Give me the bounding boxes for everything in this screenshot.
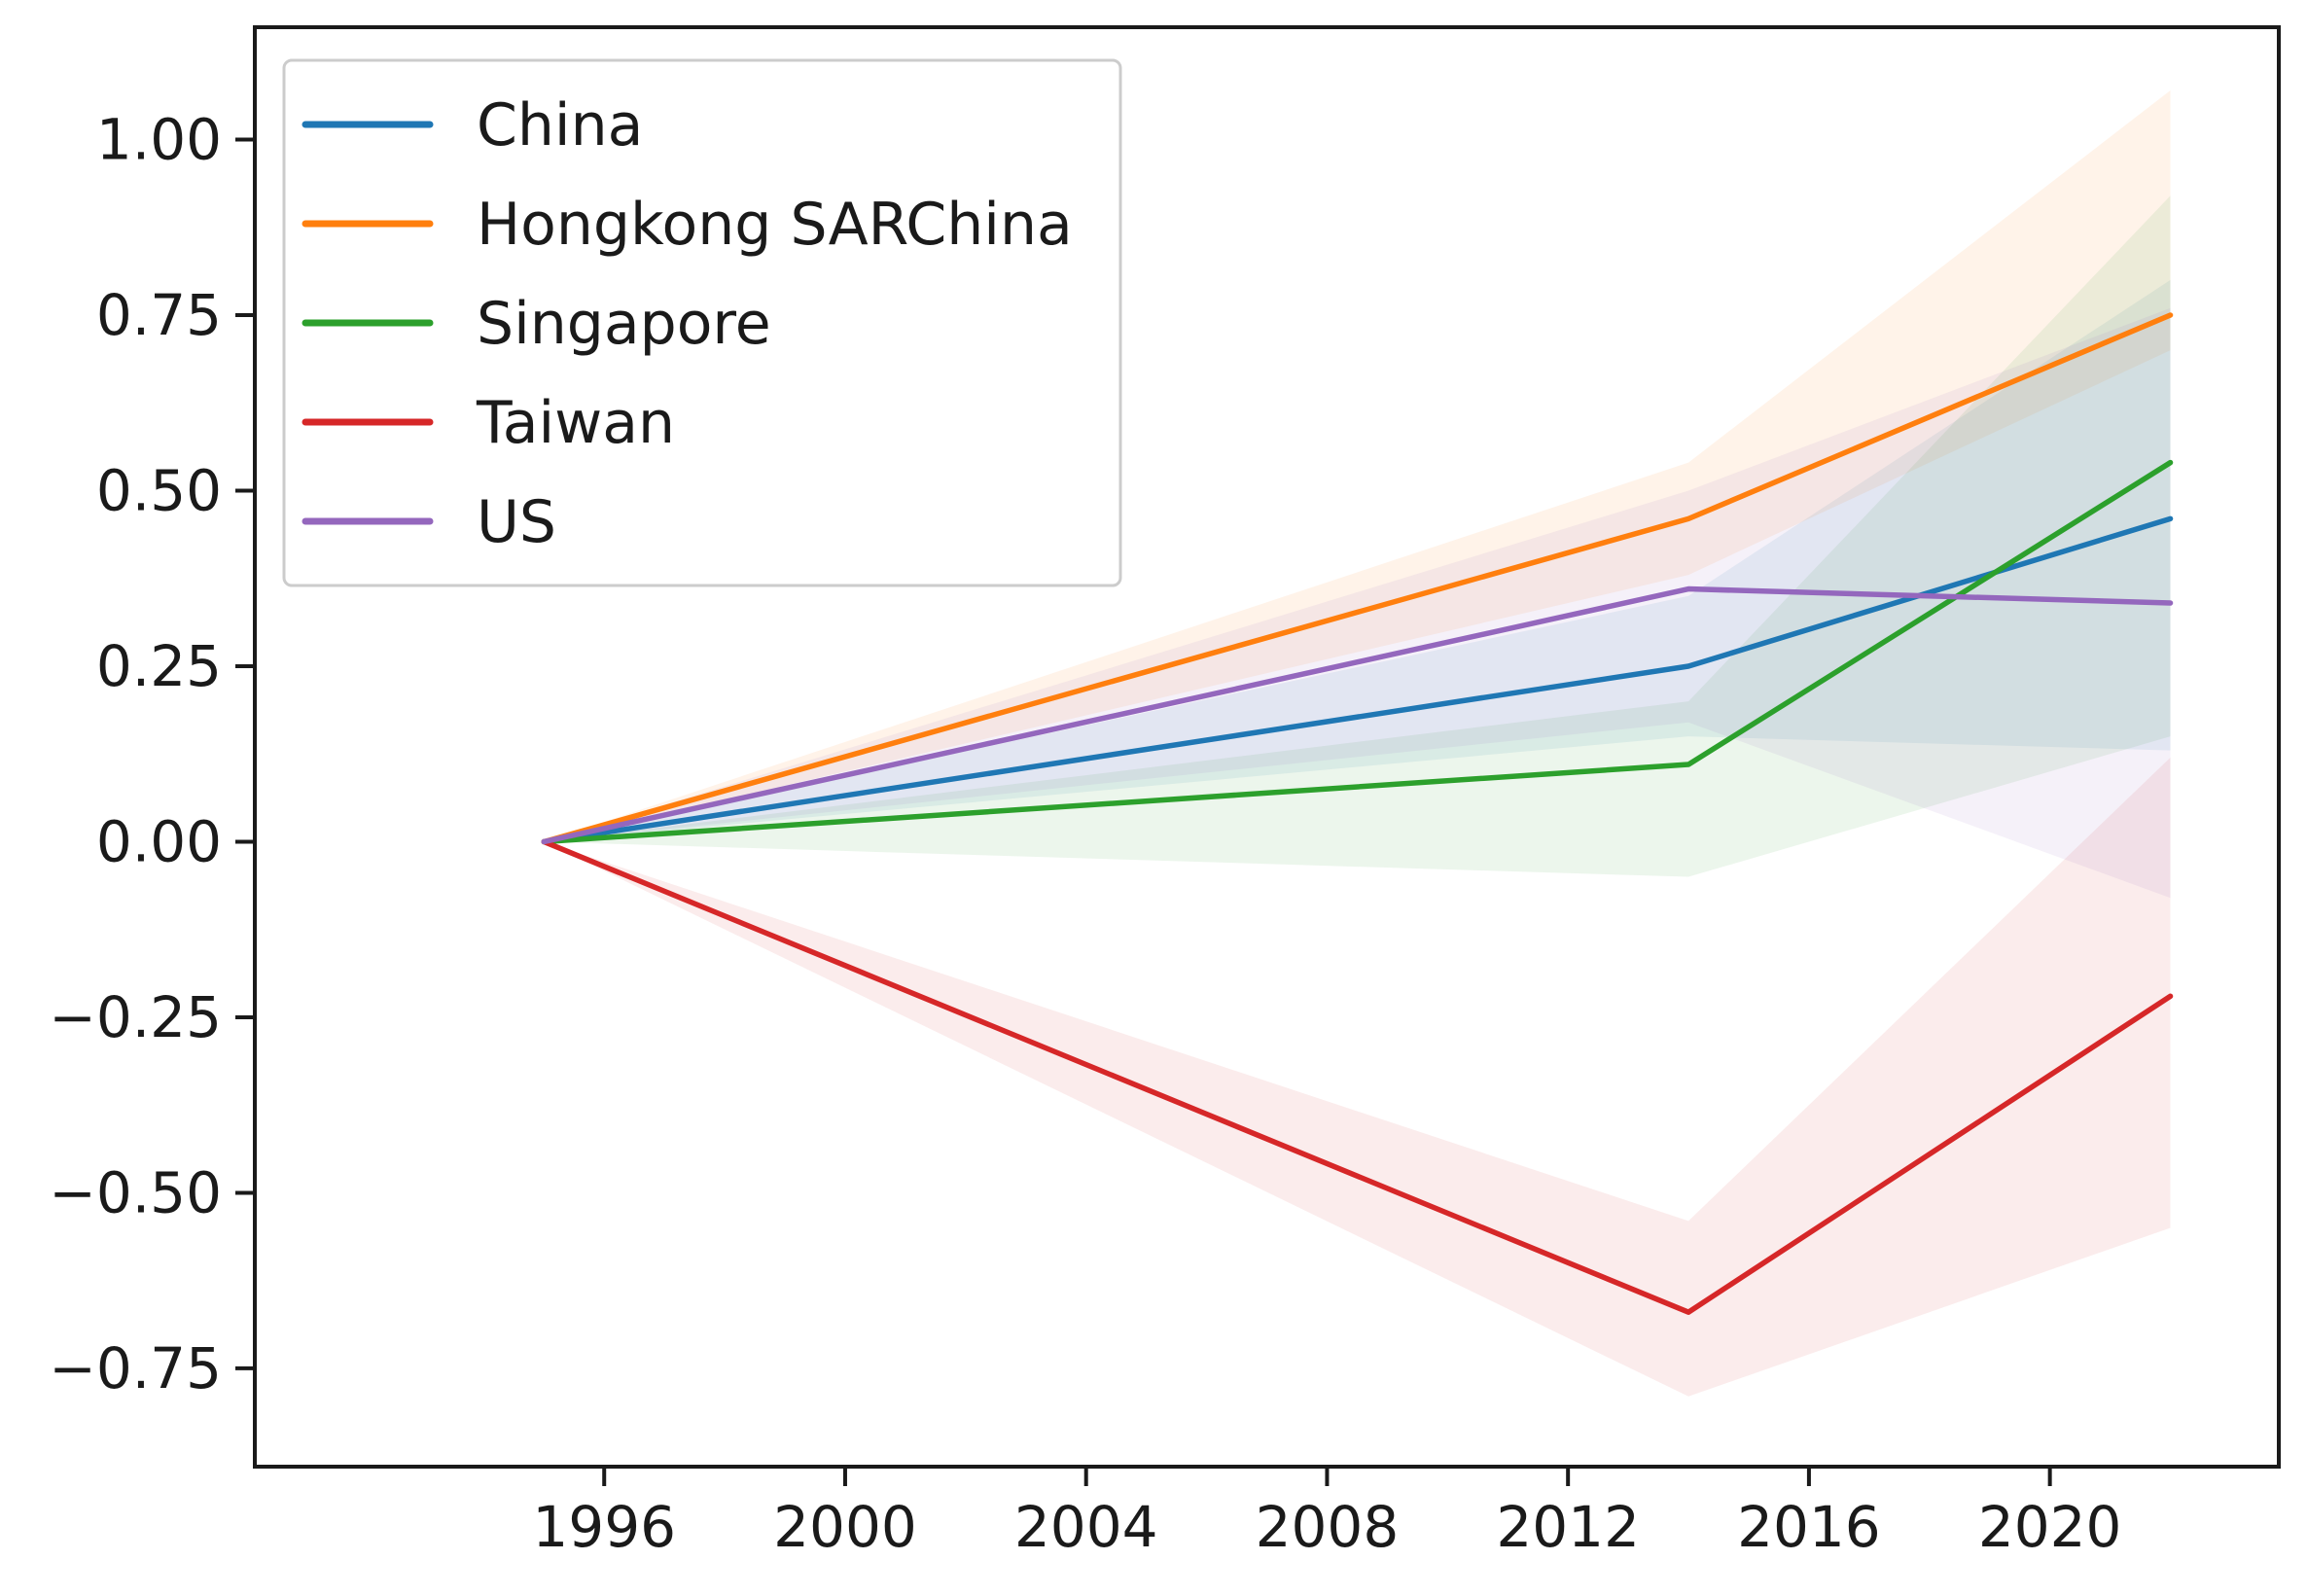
legend-label: Hongkong SARChina: [477, 191, 1073, 259]
x-tick-label: 2012: [1496, 1494, 1640, 1560]
x-tick-label: 2020: [1978, 1494, 2122, 1560]
y-axis: 1.00 0.75 0.50 0.25 0.00 −0.25 −0.50 −0.75: [49, 107, 255, 1401]
legend-item-singapore: Singapore: [302, 290, 771, 358]
y-tick-label: −0.75: [49, 1335, 222, 1401]
y-tick-label: −0.25: [49, 984, 222, 1050]
y-tick-label: −0.50: [49, 1159, 222, 1225]
series-line-taiwan: [541, 838, 2174, 1315]
legend-item-taiwan: Taiwan: [302, 389, 675, 457]
x-tick-label: 2000: [773, 1494, 917, 1560]
legend-label: China: [477, 91, 643, 160]
plot-frame: [253, 25, 2281, 1469]
x-tick-label: 2008: [1256, 1494, 1400, 1560]
series-line-us: [541, 585, 2174, 845]
y-tick-label: 0.75: [96, 282, 222, 348]
series-line-hongkong-sarchina: [541, 312, 2174, 845]
legend-label: US: [477, 488, 556, 556]
x-tick-label: 2016: [1737, 1494, 1881, 1560]
y-tick-label: 1.00: [96, 107, 222, 173]
band-china: [544, 279, 2171, 842]
legend-item-hongkong-sarchina: Hongkong SARChina: [302, 191, 1073, 259]
legend-label: Singapore: [477, 290, 771, 358]
legend-box: [282, 58, 1122, 587]
legend-item-us: US: [302, 488, 556, 556]
legend-label: Taiwan: [476, 389, 675, 457]
x-axis: 1996 2000 2004 2008 2012 2016 2020: [532, 1467, 2121, 1560]
band-taiwan: [544, 757, 2171, 1397]
series-lines: [541, 312, 2174, 1315]
series-line-singapore: [541, 459, 2174, 845]
legend-item-china: China: [302, 91, 643, 160]
y-tick-label: 0.50: [96, 457, 222, 523]
x-tick-label: 2004: [1014, 1494, 1158, 1560]
series-line-china: [541, 515, 2174, 845]
band-singapore: [544, 195, 2171, 877]
y-tick-label: 0.25: [96, 633, 222, 699]
band-hongkong-sarchina: [544, 89, 2171, 842]
x-tick-label: 1996: [532, 1494, 676, 1560]
legend: China Hongkong SARChina Singapore Taiwan US: [282, 58, 1122, 587]
y-tick-label: 0.00: [96, 808, 222, 874]
